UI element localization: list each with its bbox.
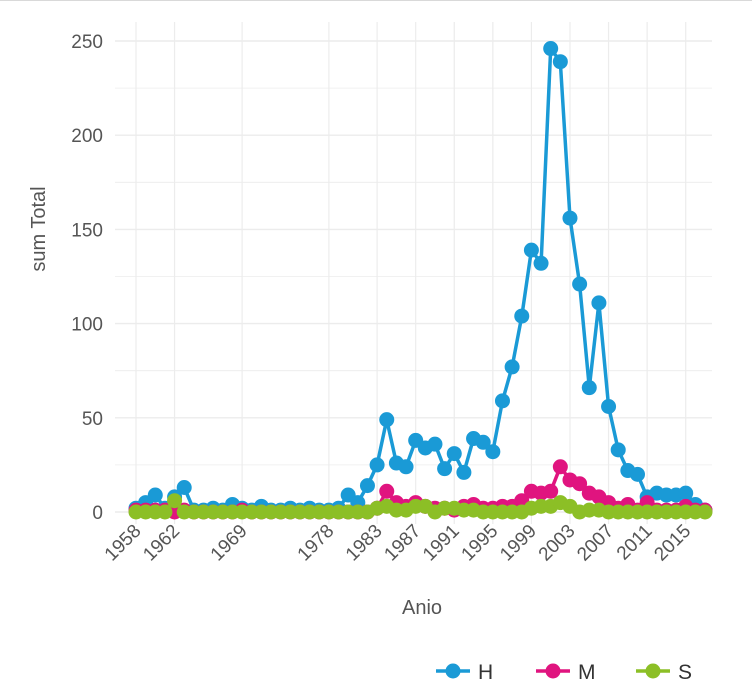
legend-item-S[interactable]: S bbox=[636, 661, 692, 684]
series-layer bbox=[128, 41, 713, 520]
x-tick-label: 2015 bbox=[651, 521, 696, 566]
legend-item-M[interactable]: M bbox=[536, 661, 596, 684]
data-point-H bbox=[562, 210, 578, 226]
x-axis-title: Anio bbox=[402, 597, 442, 619]
data-point-H bbox=[514, 308, 530, 324]
data-point-H bbox=[359, 478, 375, 494]
grid bbox=[115, 22, 712, 524]
x-tick-label: 2011 bbox=[613, 521, 657, 565]
y-tick-label: 0 bbox=[92, 503, 103, 524]
data-point-H bbox=[543, 41, 559, 57]
x-tick-label: 2007 bbox=[573, 521, 618, 566]
legend-marker-H bbox=[445, 663, 461, 679]
y-tick-label: 50 bbox=[82, 409, 103, 430]
y-tick-label: 150 bbox=[71, 220, 103, 241]
x-tick-label: 1987 bbox=[380, 521, 425, 566]
legend-marker-M bbox=[545, 663, 561, 679]
data-point-H bbox=[176, 480, 192, 496]
x-tick-label: 1978 bbox=[294, 521, 339, 566]
data-point-H bbox=[629, 466, 645, 482]
top-border bbox=[0, 0, 752, 1]
data-point-H bbox=[504, 359, 520, 375]
data-point-M bbox=[552, 459, 568, 475]
legend-label-M: M bbox=[578, 661, 596, 684]
data-point-H bbox=[475, 434, 491, 450]
data-point-H bbox=[533, 255, 549, 271]
data-point-H bbox=[494, 393, 510, 409]
data-point-H bbox=[456, 464, 472, 480]
data-point-H bbox=[427, 436, 443, 452]
data-point-H bbox=[369, 457, 385, 473]
data-point-S bbox=[697, 504, 713, 520]
y-tick-label: 100 bbox=[71, 315, 103, 336]
y-tick-label: 250 bbox=[71, 32, 103, 53]
x-tick-label: 1958 bbox=[101, 521, 146, 566]
data-point-H bbox=[601, 398, 617, 414]
legend-label-H: H bbox=[478, 661, 493, 684]
legend-label-S: S bbox=[678, 661, 692, 684]
data-point-H bbox=[485, 444, 501, 460]
x-tick-label: 1999 bbox=[496, 521, 541, 566]
x-tick-label: 1991 bbox=[419, 521, 464, 566]
legend-item-H[interactable]: H bbox=[436, 661, 493, 684]
data-point-H bbox=[552, 54, 568, 70]
data-point-H bbox=[678, 485, 694, 501]
data-point-S bbox=[167, 493, 183, 509]
data-point-H bbox=[379, 412, 395, 428]
data-point-H bbox=[446, 446, 462, 462]
data-point-H bbox=[437, 461, 453, 477]
data-point-H bbox=[147, 487, 163, 503]
data-point-M bbox=[543, 483, 559, 499]
x-tick-label: 1995 bbox=[458, 521, 503, 566]
y-tick-label: 200 bbox=[71, 126, 103, 147]
y-axis-title: sum Total bbox=[28, 186, 50, 271]
data-point-H bbox=[610, 442, 626, 458]
data-point-H bbox=[523, 242, 539, 258]
series-S bbox=[128, 493, 713, 520]
data-point-S bbox=[157, 504, 173, 520]
data-point-H bbox=[591, 295, 607, 311]
series-H bbox=[128, 41, 713, 518]
y-axis-ticks: 0 50 100 150 200 250 bbox=[71, 32, 103, 524]
data-point-M bbox=[572, 476, 588, 492]
x-tick-label: 1969 bbox=[207, 521, 252, 566]
x-tick-label: 1983 bbox=[342, 521, 387, 566]
data-point-H bbox=[398, 459, 414, 475]
x-tick-label: 2003 bbox=[535, 521, 580, 566]
data-point-H bbox=[572, 276, 588, 292]
legend-marker-S bbox=[645, 663, 661, 679]
data-point-H bbox=[581, 380, 597, 396]
x-tick-label: 1962 bbox=[139, 521, 184, 566]
data-point-M bbox=[379, 483, 395, 499]
